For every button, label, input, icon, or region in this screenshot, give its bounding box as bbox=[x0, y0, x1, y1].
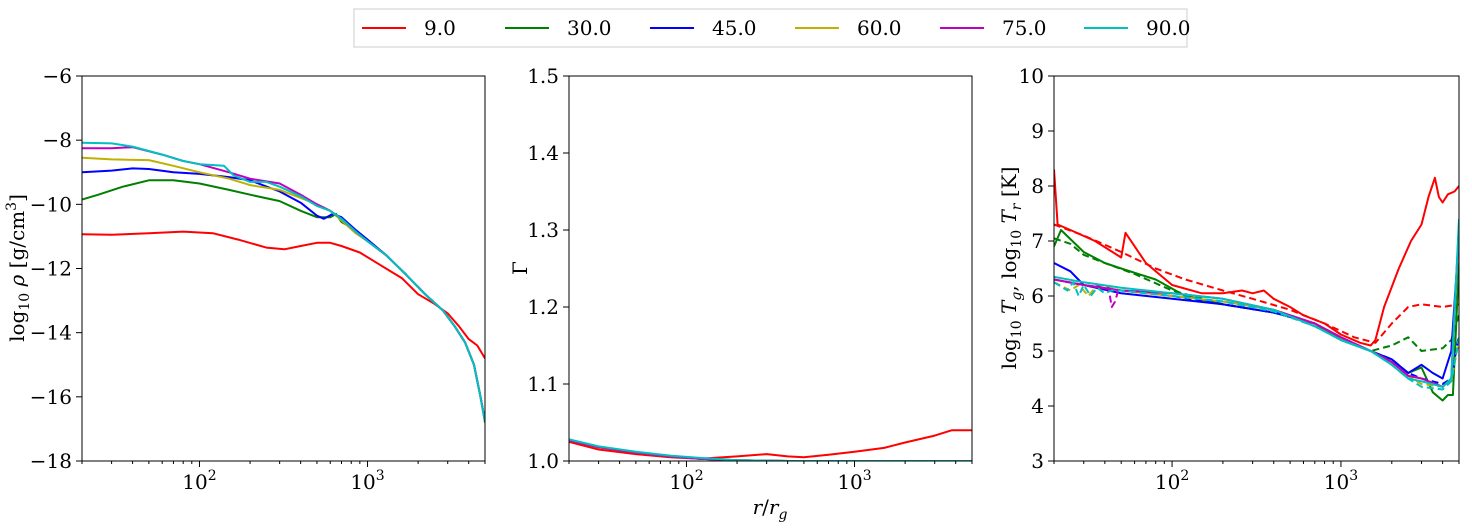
legend-label: 60.0 bbox=[857, 16, 902, 40]
density-ytick-label: −16 bbox=[30, 385, 72, 409]
legend-label: 45.0 bbox=[712, 16, 757, 40]
temperature-series-9-0-solid-line bbox=[1054, 169, 1459, 347]
temperature-ytick-label: 8 bbox=[1031, 174, 1044, 198]
density-ytick-label: −8 bbox=[43, 128, 72, 152]
temperature-ytick-label: 6 bbox=[1031, 284, 1044, 308]
gamma-axes: 1.0 1.1 1.2 1.3 1.4 1.5 102 103 bbox=[527, 64, 973, 494]
temperature-ytick-label: 7 bbox=[1031, 229, 1044, 253]
gamma-series-90-0-solid-line bbox=[569, 438, 972, 461]
legend-label: 75.0 bbox=[1002, 16, 1047, 40]
density-series-lines bbox=[82, 141, 485, 423]
density-ytick-label: −18 bbox=[30, 449, 72, 473]
density-xtick-label: 103 bbox=[350, 468, 384, 494]
gamma-ytick-label: 1.1 bbox=[527, 372, 559, 396]
gamma-plot-frame bbox=[568, 75, 973, 462]
temperature-ytick-label: 10 bbox=[1019, 64, 1044, 88]
temperature-series-45-0-dashed-line bbox=[1054, 278, 1459, 385]
gamma-ytick-label: 1.4 bbox=[527, 141, 559, 165]
temperature-ylabel: log10 Tg, log10 Tr [K] bbox=[997, 167, 1025, 370]
gamma-xtick-label: 102 bbox=[669, 468, 703, 494]
density-xtick-label: 102 bbox=[182, 468, 216, 494]
legend-label: 90.0 bbox=[1146, 16, 1191, 40]
temperature-series-90-0-dashed-line bbox=[1054, 281, 1459, 391]
panel-temperature: 3 4 5 6 7 8 9 10 102 103 log10 Tg, log10 Tr [K] bbox=[997, 64, 1460, 494]
temperature-series-lines bbox=[1054, 169, 1459, 402]
temperature-ytick-label: 4 bbox=[1031, 394, 1044, 418]
legend: 9.0 30.0 45.0 60.0 75.0 90.0 bbox=[353, 8, 1191, 48]
density-series-30-0-solid-line bbox=[82, 179, 485, 423]
density-series-60-0-solid-line bbox=[82, 156, 485, 422]
temperature-series-90-0-solid-line bbox=[1054, 218, 1459, 388]
temperature-ytick-label: 5 bbox=[1031, 339, 1044, 363]
density-ytick-label: −12 bbox=[30, 257, 72, 281]
gamma-ytick-label: 1.2 bbox=[527, 295, 559, 319]
temperature-xtick-label: 103 bbox=[1324, 468, 1358, 494]
legend-label: 9.0 bbox=[424, 16, 456, 40]
gamma-ytick-label: 1.5 bbox=[527, 64, 559, 88]
panel-gamma: 1.0 1.1 1.2 1.3 1.4 1.5 102 103 Γ r/rg bbox=[508, 64, 973, 523]
density-ytick-label: −14 bbox=[30, 321, 72, 345]
density-ytick-label: −10 bbox=[30, 192, 72, 216]
gamma-ylabel: Γ bbox=[508, 261, 532, 275]
temperature-series-9-0-dashed-line bbox=[1054, 223, 1459, 344]
temperature-ytick-label: 3 bbox=[1031, 449, 1044, 473]
density-plot-frame bbox=[81, 75, 486, 462]
temperature-plot-frame bbox=[1053, 75, 1460, 462]
temperature-series-75-0-dashed-line bbox=[1096, 284, 1120, 308]
density-series-90-0-solid-line bbox=[82, 141, 485, 422]
shared-xlabel: r/rg bbox=[753, 495, 788, 523]
density-ylabel: log10 ρ [g/cm3] bbox=[4, 194, 33, 342]
gamma-series-9-0-solid-line bbox=[569, 429, 972, 460]
temperature-axes: 3 4 5 6 7 8 9 10 102 103 bbox=[1019, 64, 1460, 494]
temperature-series-30-0-dashed-line bbox=[1054, 237, 1459, 352]
panel-density: −18 −16 −14 −12 −10 −8 −6 102 103 log10 ρ [g/cm3… bbox=[4, 64, 486, 494]
temperature-xtick-label: 102 bbox=[1155, 468, 1189, 494]
density-ytick-label: −6 bbox=[43, 64, 72, 88]
legend-label: 30.0 bbox=[567, 16, 612, 40]
legend-box bbox=[353, 8, 1188, 48]
density-series-9-0-solid-line bbox=[82, 230, 485, 359]
gamma-ytick-label: 1.0 bbox=[527, 449, 559, 473]
gamma-xtick-label: 103 bbox=[837, 468, 871, 494]
gamma-ytick-label: 1.3 bbox=[527, 218, 559, 242]
temperature-series-30-0-solid-line bbox=[1054, 229, 1459, 402]
density-axes: −18 −16 −14 −12 −10 −8 −6 102 103 bbox=[30, 64, 486, 494]
temperature-ytick-label: 9 bbox=[1031, 119, 1044, 143]
gamma-series-lines bbox=[569, 429, 972, 461]
